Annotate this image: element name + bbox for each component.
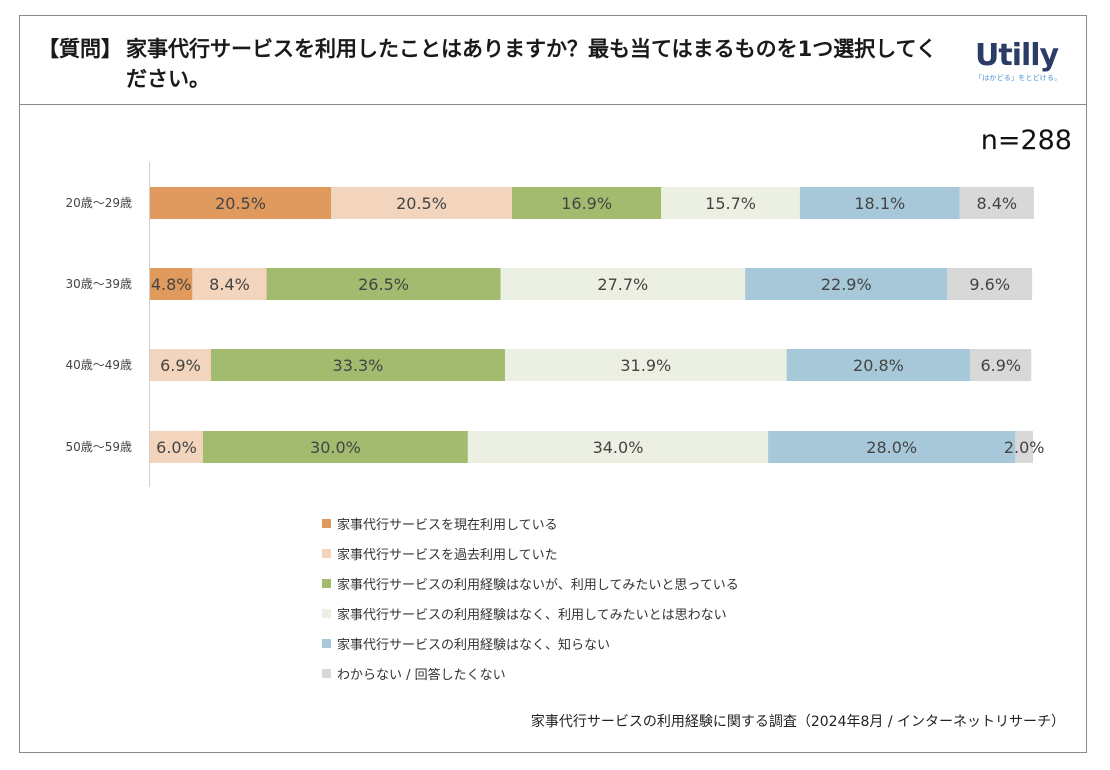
legend-item: 家事代行サービスの利用経験はないが、利用してみたいと思っている: [322, 568, 739, 598]
legend-swatch: [322, 608, 331, 618]
data-label: 2.0%: [1004, 438, 1045, 457]
data-label: 34.0%: [593, 438, 644, 457]
category-label: 20歳～29歳: [65, 196, 132, 210]
bar-segment: [786, 349, 971, 381]
bar-segment: [266, 268, 501, 300]
chart-frame: [19, 15, 1087, 753]
utilly-logo: Utilly 「はかどる」をとどける。: [975, 40, 1070, 85]
bar-segment: [970, 349, 1032, 381]
data-label: 22.9%: [821, 275, 872, 294]
bar-segment: [467, 431, 769, 463]
bar-segment: [202, 431, 468, 463]
legend-item: 家事代行サービスの利用経験はなく、利用してみたいとは思わない: [322, 598, 739, 628]
data-label: 8.4%: [976, 194, 1017, 213]
bar-segment: [192, 268, 267, 300]
data-label: 6.9%: [160, 356, 201, 375]
legend-swatch: [322, 518, 331, 528]
data-label: 6.0%: [156, 438, 197, 457]
header-divider: [19, 104, 1087, 105]
data-label: 16.9%: [561, 194, 612, 213]
bar-segment: [512, 187, 662, 219]
legend-label: 家事代行サービスを現在利用している: [337, 517, 558, 533]
bar-segment: [150, 349, 211, 381]
bar-segment: [500, 268, 746, 300]
logo-wordmark: Utilly: [975, 38, 1059, 73]
legend-label: 家事代行サービスの利用経験はなく、知らない: [337, 637, 611, 653]
data-label: 15.7%: [705, 194, 756, 213]
data-label: 31.9%: [620, 356, 671, 375]
legend: 家事代行サービスを現在利用している 家事代行サービスを過去利用していた家事代行サー…: [322, 508, 739, 688]
legend-label: 家事代行サービスの利用経験はなく、利用してみたいとは思わない: [337, 607, 727, 623]
source-note: 家事代行サービスの利用経験に関する調査（2024年8月 / インターネットリサー…: [530, 714, 1065, 730]
bar-segment: [947, 268, 1033, 300]
data-label: 20.5%: [215, 194, 266, 213]
legend-swatch: [322, 668, 331, 678]
legend-swatch: [322, 638, 331, 648]
data-label: 8.4%: [209, 275, 250, 294]
category-label: 30歳～39歳: [65, 277, 132, 291]
legend-item: わからない / 回答したくない: [322, 658, 739, 688]
bar-segment: [1015, 431, 1033, 463]
bar-segment: [799, 187, 960, 219]
sample-size: n=288: [980, 125, 1072, 156]
bar-segment: [745, 268, 948, 300]
bar-segment: [150, 268, 193, 300]
bar-segment: [959, 187, 1034, 219]
legend-swatch: [322, 548, 331, 558]
bar-segment: [210, 349, 505, 381]
bar-segment: [150, 431, 203, 463]
question-text: 家事代行サービスを利用したことはありますか？最も当てはまるものを1つ選択してくだ…: [126, 37, 937, 91]
logo-tagline: 「はかどる」をとどける。: [975, 74, 1062, 82]
question-header: 【質問】 家事代行サービスを利用したことはありますか？最も当てはまるものを1つ選…: [38, 34, 938, 94]
legend-swatch: [322, 578, 331, 588]
data-label: 27.7%: [597, 275, 648, 294]
legend-label: 家事代行サービスの利用経験はないが、利用してみたいと思っている: [337, 577, 739, 593]
data-label: 9.6%: [969, 275, 1010, 294]
question-tag: 【質問】: [38, 37, 122, 61]
category-label: 40歳～49歳: [65, 358, 132, 372]
bar-segment: [150, 187, 332, 219]
data-label: 20.5%: [396, 194, 447, 213]
data-label: 28.0%: [866, 438, 917, 457]
data-label: 4.8%: [151, 275, 192, 294]
bar-segment: [768, 431, 1016, 463]
data-label: 18.1%: [854, 194, 905, 213]
legend-label: わからない / 回答したくない: [337, 667, 506, 683]
legend-item: 家事代行サービスの利用経験はなく、知らない: [322, 628, 739, 658]
data-label: 20.8%: [853, 356, 904, 375]
bar-segment: [504, 349, 787, 381]
bar-segment: [661, 187, 800, 219]
data-label: 30.0%: [310, 438, 361, 457]
legend-item: 家事代行サービスを過去利用していた: [322, 538, 739, 568]
data-label: 6.9%: [980, 356, 1021, 375]
legend-item: 家事代行サービスを現在利用している: [322, 508, 739, 538]
category-label: 50歳～59歳: [65, 440, 132, 454]
legend-label: 家事代行サービスを過去利用していた: [337, 547, 558, 563]
data-label: 26.5%: [358, 275, 409, 294]
data-label: 33.3%: [333, 356, 384, 375]
bar-segment: [331, 187, 513, 219]
